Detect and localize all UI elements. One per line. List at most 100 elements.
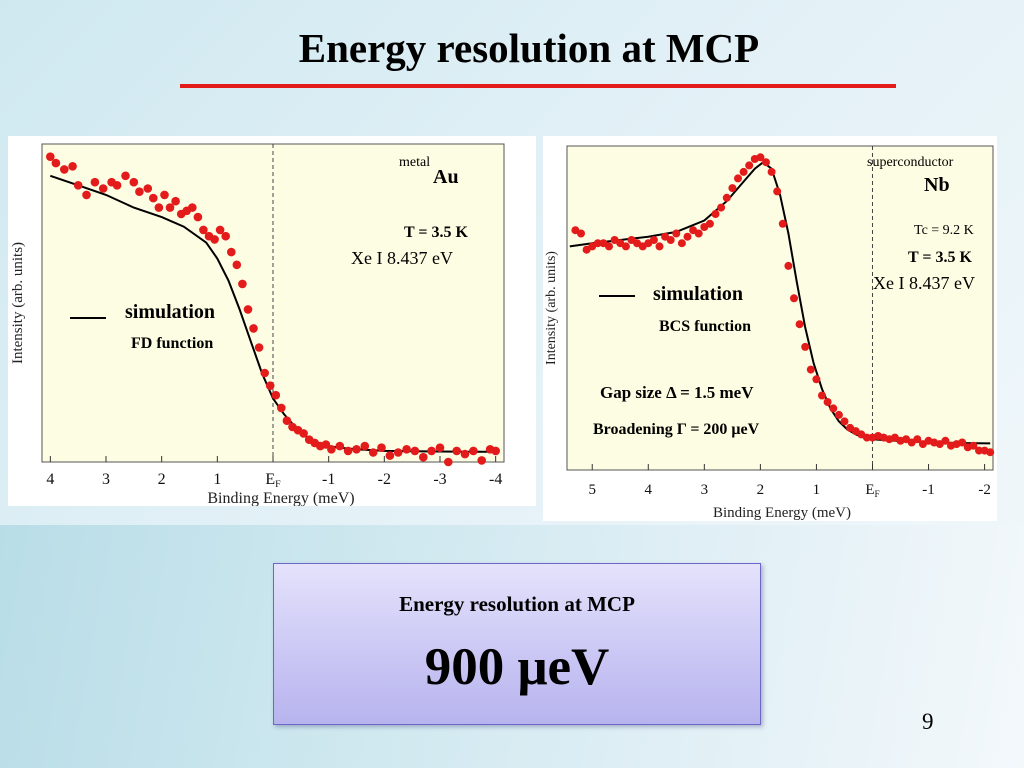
- data-point: [806, 365, 815, 374]
- x-tick-label: -3: [433, 471, 446, 488]
- x-tick-label: -1: [922, 482, 935, 498]
- x-tick-label: 5: [588, 482, 596, 498]
- x-tick-label: 3: [701, 482, 709, 498]
- x-tick-label: 3: [102, 471, 110, 488]
- data-point: [913, 435, 922, 444]
- data-point: [260, 368, 269, 378]
- data-point: [756, 153, 765, 162]
- data-point: [444, 457, 453, 467]
- x-tick-label: 2: [757, 482, 765, 498]
- data-point: [722, 193, 731, 202]
- data-point: [728, 184, 737, 193]
- x-tick-label: EF: [265, 471, 281, 490]
- data-point: [265, 381, 275, 390]
- data-point: [368, 448, 378, 457]
- data-point: [410, 446, 420, 456]
- y-axis-label: Intensity (arb. units): [544, 251, 559, 365]
- data-point: [121, 171, 130, 181]
- gap-size-label: Gap size Δ = 1.5 meV: [600, 383, 754, 402]
- x-tick-label: -1: [322, 471, 335, 488]
- data-point: [143, 184, 153, 193]
- data-point: [577, 229, 585, 238]
- slide-title: Energy resolution at MCP: [298, 25, 760, 71]
- data-point: [655, 242, 664, 251]
- data-point: [711, 210, 720, 218]
- data-point: [210, 235, 219, 244]
- x-tick-label: -2: [378, 471, 391, 488]
- data-point: [452, 446, 462, 456]
- data-point: [969, 441, 978, 450]
- data-point: [672, 229, 681, 238]
- data-point: [778, 219, 787, 228]
- data-point: [491, 446, 501, 456]
- data-point: [834, 410, 843, 419]
- data-point: [171, 196, 180, 206]
- data-point: [129, 177, 139, 187]
- data-point: [795, 320, 804, 329]
- data-point: [767, 167, 776, 176]
- data-point: [649, 236, 658, 244]
- data-point: [60, 165, 69, 174]
- data-point: [51, 158, 61, 168]
- result-box: Energy resolution at MCP 900 μeV: [273, 563, 761, 725]
- tc-label: Tc = 9.2 K: [914, 223, 974, 238]
- function-label: FD function: [131, 335, 213, 352]
- data-point: [277, 403, 286, 413]
- data-point: [677, 239, 686, 248]
- data-point: [112, 181, 122, 190]
- data-point: [335, 441, 345, 451]
- data-point: [73, 181, 83, 190]
- data-point: [739, 167, 748, 176]
- data-point: [327, 445, 336, 454]
- data-point: [243, 305, 253, 314]
- data-point: [299, 429, 308, 438]
- data-point: [812, 375, 821, 384]
- data-point: [385, 451, 395, 460]
- x-axis-label: Binding Energy (meV): [207, 490, 354, 506]
- data-point: [427, 446, 436, 456]
- legend-simulation-label: simulation: [125, 301, 215, 323]
- x-tick-label: 4: [645, 482, 653, 498]
- plot-area: [41, 143, 505, 463]
- data-point: [862, 433, 871, 442]
- data-point: [282, 416, 292, 426]
- broadening-label: Broadening Γ = 200 μeV: [593, 421, 760, 438]
- legend-simulation-label: simulation: [653, 283, 743, 305]
- data-point: [745, 161, 754, 170]
- light-source-label: Xe I 8.437 eV: [873, 273, 975, 293]
- au-chart-panel: 4 3 2 1 EF -1 -2 -3 -4 Binding Energy (meV) Intens…: [8, 136, 536, 507]
- sample-type-label: superconductor: [867, 155, 954, 170]
- result-box-label: Energy resolution at MCP: [399, 592, 635, 616]
- x-tick-label: EF: [865, 482, 879, 500]
- data-point: [829, 404, 838, 413]
- material-label: Nb: [924, 174, 950, 196]
- temperature-label: T = 3.5 K: [908, 249, 973, 266]
- data-point: [605, 242, 613, 251]
- nb-chart-panel: 5 4 3 2 1 EF -1 -2 Binding Energy (meV) Intensity…: [543, 136, 997, 521]
- result-box-value: 900 μeV: [424, 638, 610, 696]
- data-point: [790, 294, 798, 303]
- data-point: [249, 324, 258, 333]
- data-point: [377, 443, 386, 453]
- data-point: [801, 342, 810, 351]
- data-point: [393, 448, 403, 457]
- sample-type-label: metal: [399, 155, 430, 170]
- data-point: [734, 174, 742, 183]
- light-source-label: Xe I 8.437 eV: [351, 248, 453, 268]
- data-point: [68, 162, 77, 171]
- data-point: [958, 438, 967, 447]
- data-point: [160, 190, 169, 200]
- data-point: [238, 279, 247, 289]
- data-point: [818, 391, 826, 400]
- data-point: [215, 225, 225, 235]
- y-axis-label: Intensity (arb. units): [10, 242, 26, 364]
- temperature-label: T = 3.5 K: [404, 224, 469, 241]
- au-spectrum-chart: 4 3 2 1 EF -1 -2 -3 -4 Binding Energy (meV) Intens…: [10, 143, 505, 507]
- x-tick-label: 1: [813, 482, 821, 498]
- nb-spectrum-chart: 5 4 3 2 1 EF -1 -2 Binding Energy (meV) Intensity…: [544, 145, 995, 521]
- data-point: [477, 456, 487, 465]
- data-point: [435, 443, 445, 453]
- page-number: 9: [922, 709, 934, 734]
- x-tick-label: -2: [978, 482, 991, 498]
- x-tick-label: 1: [213, 471, 221, 488]
